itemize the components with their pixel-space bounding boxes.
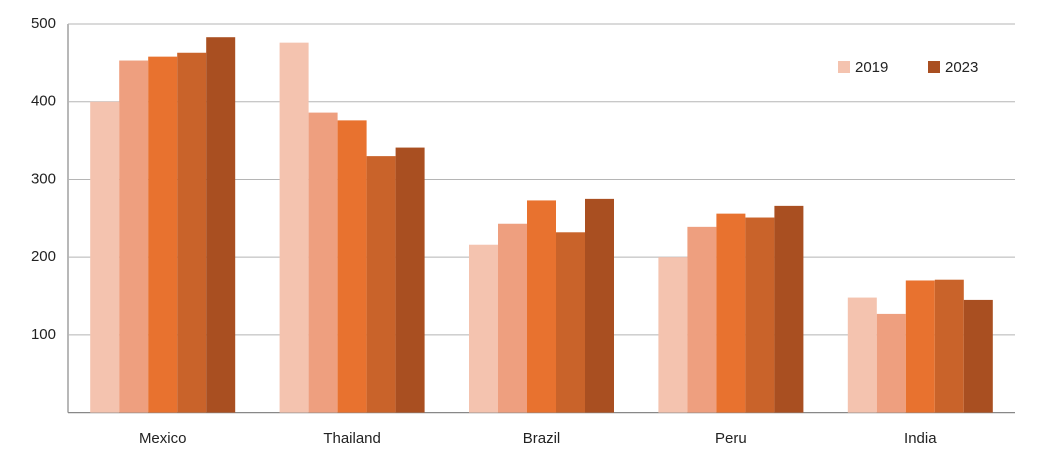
bar [745,217,775,413]
bar [585,198,614,413]
bar [366,156,396,413]
bar [177,52,207,413]
bar [716,213,746,413]
y-tick-label: 400 [31,93,56,110]
y-tick-label: 500 [31,15,56,32]
bar [90,101,120,413]
bar [148,56,178,413]
y-tick-label: 100 [31,326,56,343]
bar [963,299,993,413]
x-tick-label: India [904,430,937,447]
bar [658,257,688,413]
bar [847,297,877,413]
bar [556,232,585,413]
bar [687,226,717,413]
bar [395,147,425,413]
legend-label: 2023 [945,59,978,76]
bar [934,279,964,413]
x-tick-label: Peru [715,430,747,447]
bar [498,223,527,413]
legend-label: 2019 [855,59,888,76]
x-tick-label: Thailand [323,430,381,447]
bar [308,112,338,413]
bar [469,244,498,413]
y-tick-label: 300 [31,170,56,187]
bar [119,60,149,413]
bar [279,42,309,413]
bar [774,205,804,413]
legend-swatch [928,61,940,73]
y-tick-label: 200 [31,248,56,265]
bar [527,200,556,413]
bar [876,313,906,413]
legend-swatch [838,61,850,73]
x-tick-label: Brazil [523,430,561,447]
x-tick-label: Mexico [139,430,187,447]
bar [905,280,935,413]
bar [337,120,367,413]
bar [206,37,236,413]
